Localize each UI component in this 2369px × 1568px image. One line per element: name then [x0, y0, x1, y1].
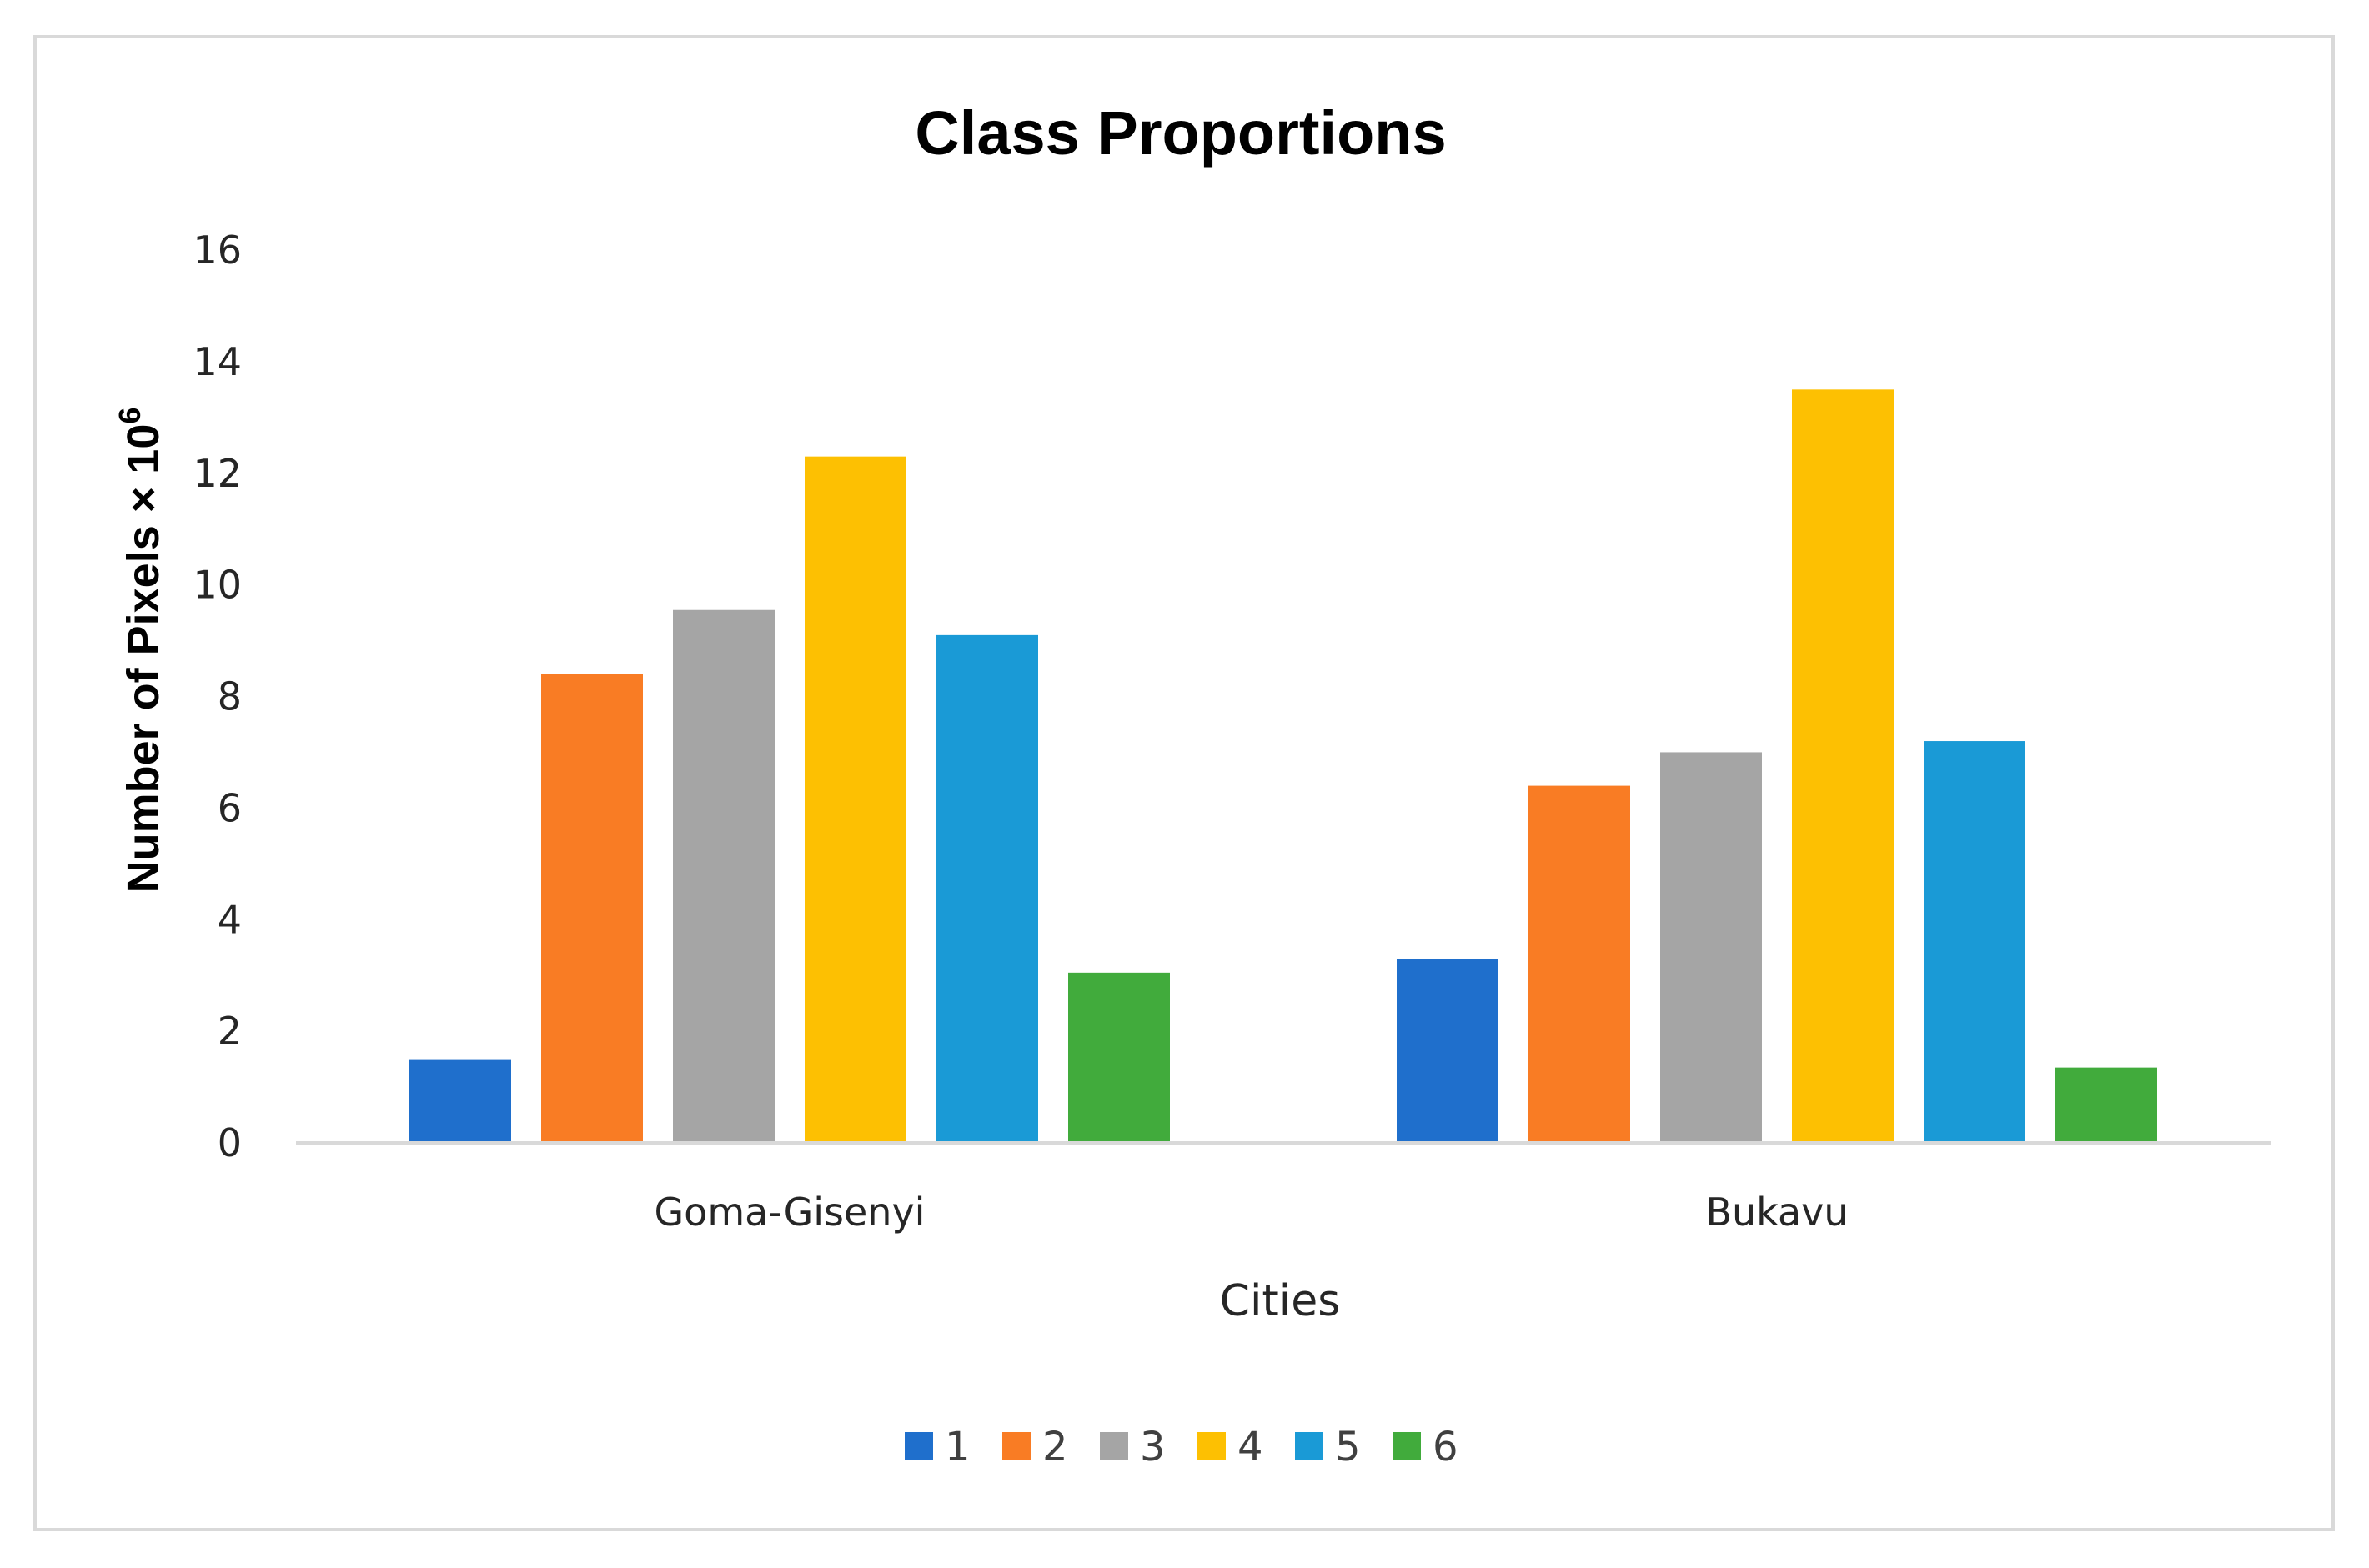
y-tick-label: 10: [193, 563, 242, 608]
legend-label-5: 5: [1335, 1424, 1361, 1470]
y-tick-label: 8: [218, 674, 242, 719]
legend: 1 2 3 4 5 6: [905, 1424, 1458, 1470]
bar-series-2-bukavu: [1528, 785, 1630, 1143]
y-tick-label: 12: [193, 451, 242, 496]
bar-series-1-bukavu: [1397, 959, 1498, 1143]
bar-series-4-goma-gisenyi: [805, 456, 906, 1143]
y-axis-title-superscript: 6: [113, 408, 147, 424]
bar-series-6-goma-gisenyi: [1068, 972, 1170, 1143]
y-tick-label: 14: [193, 339, 242, 384]
bar-series-2-goma-gisenyi: [541, 674, 643, 1143]
y-tick-label: 6: [218, 785, 242, 830]
bar-series-6-bukavu: [2055, 1067, 2157, 1143]
bar-series-5-goma-gisenyi: [936, 634, 1038, 1143]
legend-label-2: 2: [1042, 1424, 1068, 1470]
bars: [409, 389, 2157, 1143]
bar-series-4-bukavu: [1792, 389, 1894, 1143]
legend-swatch-3: [1100, 1432, 1128, 1460]
legend-swatch-2: [1002, 1432, 1031, 1460]
bar-series-3-goma-gisenyi: [673, 609, 775, 1143]
bar-series-1-goma-gisenyi: [409, 1059, 511, 1143]
y-tick-label: 2: [218, 1009, 242, 1054]
y-axis-title: Number of Pixels × 106: [113, 408, 168, 894]
x-axis-title: Cities: [1220, 1276, 1341, 1326]
legend-swatch-4: [1197, 1432, 1226, 1460]
y-tick-label: 16: [193, 228, 242, 273]
y-tick-label: 0: [218, 1120, 242, 1165]
y-tick-label: 4: [218, 897, 242, 942]
y-axis-title-text: Number of Pixels × 10: [118, 424, 168, 894]
bar-series-3-bukavu: [1660, 752, 1762, 1143]
x-axis-categories: Goma-Gisenyi Bukavu: [655, 1190, 1849, 1235]
legend-label-6: 6: [1433, 1424, 1458, 1470]
legend-swatch-1: [905, 1432, 933, 1460]
y-axis-ticks: 0 2 4 6 8 10 12 14 16: [193, 228, 242, 1165]
chart-title: Class Proportions: [915, 98, 1446, 168]
x-category-label: Goma-Gisenyi: [655, 1190, 926, 1235]
legend-swatch-6: [1393, 1432, 1421, 1460]
x-category-label: Bukavu: [1705, 1190, 1848, 1235]
legend-label-3: 3: [1140, 1424, 1166, 1470]
legend-label-1: 1: [945, 1424, 971, 1470]
legend-swatch-5: [1295, 1432, 1323, 1460]
bar-series-5-bukavu: [1924, 741, 2025, 1143]
legend-label-4: 4: [1237, 1424, 1263, 1470]
